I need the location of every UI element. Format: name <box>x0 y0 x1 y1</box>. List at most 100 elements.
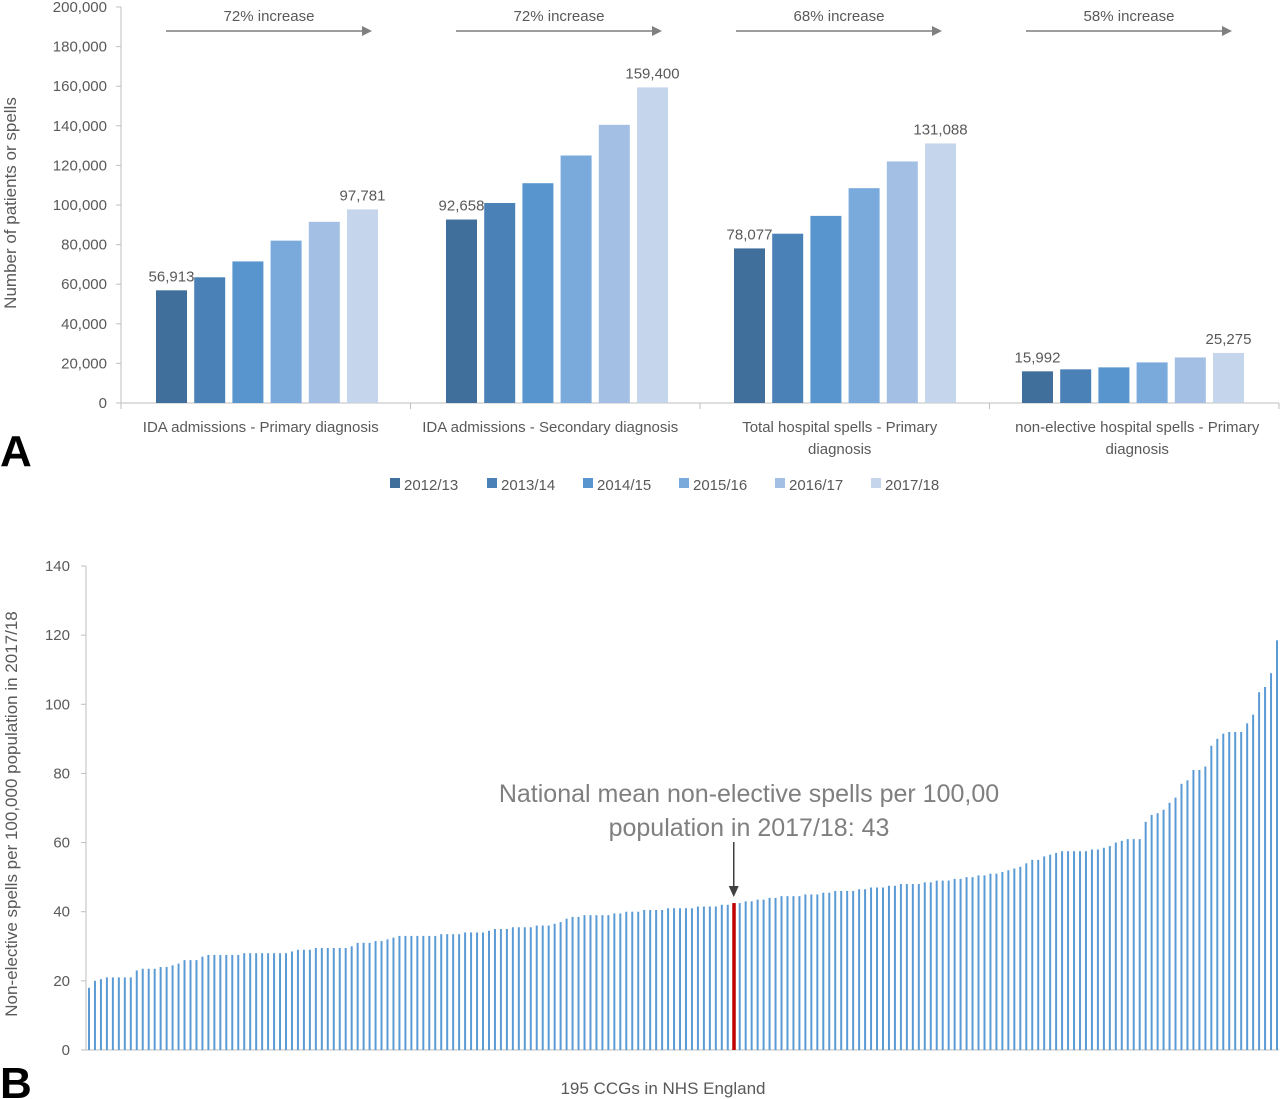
legend-swatch <box>871 478 881 488</box>
chart-b-bar <box>165 967 168 1050</box>
chart-a-y-tick-label: 60,000 <box>61 276 107 293</box>
chart-b-bar <box>583 915 586 1050</box>
chart-b-bar <box>344 948 347 1050</box>
chart-b-bar <box>1246 723 1249 1050</box>
chart-b-bar <box>1192 769 1195 1050</box>
chart-b-y-tick-label: 40 <box>53 904 70 921</box>
chart-a-increase-annotations: 72% increase 72% increase 68% increase 58% … <box>166 8 1232 36</box>
chart-b-bar <box>804 894 807 1050</box>
chart-a-y-tick-label: 120,000 <box>53 157 107 174</box>
legend-label: 2015/16 <box>693 477 747 494</box>
chart-b-y-axis-title: Non-elective spells per 100,000 populati… <box>2 611 21 1016</box>
chart-b-bar <box>1216 738 1219 1050</box>
chart-b-bar <box>941 880 944 1050</box>
chart-a-data-label: 97,781 <box>340 187 386 204</box>
chart-b-bar <box>714 906 717 1050</box>
chart-b-bar <box>273 953 276 1050</box>
chart-b-bar <box>881 887 884 1050</box>
chart-b-bar <box>392 937 395 1050</box>
chart-b-bar <box>404 935 407 1050</box>
chart-b-bar <box>326 948 329 1050</box>
chart-b-bar <box>1264 687 1267 1050</box>
chart-a-arrow-head <box>362 26 372 36</box>
panel-label-a: A <box>0 427 32 476</box>
chart-b-bar <box>117 977 120 1050</box>
chart-b-bar <box>290 951 293 1050</box>
chart-a-bar <box>734 248 765 403</box>
chart-b-bar <box>482 932 485 1050</box>
chart-a-data-label: 56,913 <box>149 268 195 285</box>
chart-b-bar <box>296 949 299 1050</box>
chart-a-arrow-head <box>932 26 942 36</box>
chart-b-bar <box>649 909 652 1050</box>
chart-b-bar <box>1043 856 1046 1050</box>
chart-b-bar <box>1049 854 1052 1050</box>
legend-label: 2012/13 <box>404 477 458 494</box>
chart-b-bar <box>285 953 288 1050</box>
chart-a-data-label: 25,275 <box>1206 331 1252 348</box>
chart-b-bar <box>684 908 687 1050</box>
legend-label: 2013/14 <box>501 477 555 494</box>
chart-b-bar <box>487 930 490 1050</box>
legend-label: 2016/17 <box>789 477 843 494</box>
chart-b-bar <box>529 927 532 1050</box>
chart-b-bar <box>219 954 222 1050</box>
chart-a-bar <box>347 209 378 403</box>
chart-b-bar <box>249 953 252 1050</box>
chart-b-bar <box>762 899 765 1050</box>
chart-a-bar <box>194 277 226 403</box>
chart-b-bar <box>255 953 258 1050</box>
chart-b-bar <box>105 977 108 1050</box>
chart-b-bar <box>231 954 234 1050</box>
chart-a-y-tick-label: 160,000 <box>53 78 107 95</box>
chart-b-bar <box>1108 846 1111 1050</box>
chart-b-bar <box>887 885 890 1050</box>
chart-a-y-tick-label: 140,000 <box>53 118 107 135</box>
chart-b-bar <box>965 877 968 1050</box>
chart-a-bar <box>560 155 592 403</box>
chart-b-y-tick-label: 80 <box>53 765 70 782</box>
chart-b-bar <box>911 884 914 1050</box>
chart-b-bar <box>386 939 389 1050</box>
chart-a-category-label: IDA admissions - Primary diagnosis <box>143 419 379 436</box>
chart-b-bar <box>846 890 849 1050</box>
chart-b-bar <box>780 896 783 1050</box>
chart-b-bar <box>571 916 574 1050</box>
chart-b-bar <box>774 897 777 1050</box>
chart-b-bar <box>1276 640 1278 1050</box>
chart-b-bar <box>553 923 556 1050</box>
legend-swatch <box>487 478 497 488</box>
chart-a-bar <box>1136 362 1168 403</box>
chart-b-y-tick-label: 60 <box>53 835 70 852</box>
chart-a-bar <box>598 124 630 403</box>
chart-b-bar <box>1168 802 1171 1050</box>
chart-b-bar <box>171 965 174 1050</box>
chart-b-y-tick-label: 20 <box>53 973 70 990</box>
chart-b-bar <box>1156 813 1159 1050</box>
chart-b-bar <box>93 980 96 1050</box>
chart-a-category-label: diagnosis <box>808 441 871 458</box>
chart-a-bar <box>156 290 187 403</box>
panel-label-b: B <box>0 1059 32 1099</box>
chart-a-bar <box>772 233 804 403</box>
chart-b-bar <box>177 963 180 1050</box>
chart-b-bar <box>971 877 974 1050</box>
chart-b-bar <box>362 942 365 1050</box>
chart-b-bar <box>905 884 908 1050</box>
chart-a-bar <box>1022 371 1053 403</box>
chart-a-category-label: IDA admissions - Secondary diagnosis <box>422 419 678 436</box>
chart-b-bar <box>452 934 455 1050</box>
chart-a-bar <box>446 219 477 403</box>
chart-b-bar <box>744 901 747 1050</box>
chart-b-bar <box>123 977 126 1050</box>
legend-swatch <box>775 478 785 488</box>
chart-a-bar <box>810 215 842 403</box>
chart-b-bar <box>547 925 550 1050</box>
chart-b-bar <box>541 925 544 1050</box>
chart-b-annotation-text: National mean non-elective spells per 10… <box>499 780 999 808</box>
chart-b-bar <box>374 941 377 1050</box>
chart-b-bar <box>88 987 90 1050</box>
chart-b-bar <box>977 875 980 1050</box>
chart-b-bar <box>1114 842 1117 1050</box>
chart-b-bar <box>870 887 873 1050</box>
